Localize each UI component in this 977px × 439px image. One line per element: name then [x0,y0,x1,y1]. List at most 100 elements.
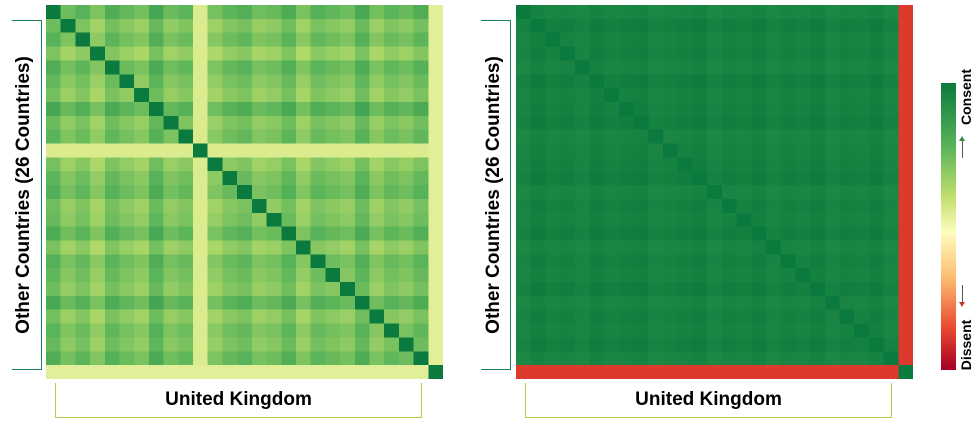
heatmap-cell [648,46,664,62]
heatmap-cell [560,240,576,255]
heatmap-cell [413,254,429,269]
heatmap-cell [707,60,723,75]
heatmap-cell [104,365,121,379]
heatmap-cell [604,157,620,172]
heatmap-cell [207,323,224,339]
heatmap-cell [663,74,679,89]
heatmap-cell [134,309,150,325]
heatmap-cell [354,185,371,200]
heatmap-cell [148,309,165,325]
heatmap-cell [354,157,371,172]
heatmap-cell [207,129,224,145]
heatmap-cell [883,115,899,131]
heatmap-cell [765,268,782,283]
heatmap-cell [178,143,194,158]
heatmap-cell [354,337,371,352]
heatmap-cell [398,157,415,172]
heatmap-cell [266,226,282,242]
heatmap-cell [780,171,796,186]
heatmap-cell [707,32,723,48]
heatmap-cell [398,240,415,255]
heatmap-cell [839,323,855,339]
heatmap-cell [736,268,752,283]
heatmap-cell [104,198,121,214]
heatmap-cell [369,212,385,228]
heatmap-cell [413,5,429,20]
heatmap-cell [340,365,356,379]
heatmap-cell [618,212,635,228]
heatmap-cell [707,46,723,62]
heatmap-cell [898,74,913,89]
heatmap-cell [178,115,194,131]
heatmap-cell [237,129,253,145]
heatmap-cell [398,101,415,117]
heatmap-cell [898,88,913,103]
heatmap-cell [751,143,767,158]
heatmap-cell [589,171,605,186]
heatmap-cell [75,240,91,255]
heatmap-cell [780,198,796,214]
heatmap-cell [795,268,811,283]
heatmap-cell [46,157,62,172]
heatmap-cell [178,185,194,200]
heatmap-cell [207,101,224,117]
heatmap-cell [340,254,356,269]
heatmap-cell [530,88,546,103]
heatmap-cell [90,46,106,62]
heatmap-cell [824,88,841,103]
heatmap-cell [119,282,135,297]
heatmap-cell [560,46,576,62]
heatmap-cell [193,309,209,325]
heatmap-cell [75,5,91,20]
heatmap-cell [618,74,635,89]
heatmap-cell [883,282,899,297]
heatmap-cell [193,143,209,158]
heatmap-cell [765,5,782,20]
heatmap-cell [340,337,356,352]
heatmap-cell [90,309,106,325]
heatmap-cell [251,282,268,297]
heatmap-cell [721,254,738,269]
heatmap-cell [604,185,620,200]
heatmap-cell [780,268,796,283]
heatmap-cell [354,18,371,34]
heatmap-cell [824,46,841,62]
heatmap-cell [633,171,649,186]
heatmap-cell [795,46,811,62]
heatmap-cell [633,18,649,34]
heatmap-cell [530,226,546,242]
heatmap-cell [340,171,356,186]
heatmap-cell [310,337,326,352]
heatmap-cell [134,101,150,117]
heatmap-cell [795,351,811,366]
heatmap-cell [266,5,282,20]
heatmap-cell [340,5,356,20]
heatmap-cell [633,101,649,117]
heatmap-cell [310,74,326,89]
heatmap-cell [281,365,297,379]
heatmap-cell [340,60,356,75]
heatmap-cell [824,365,841,379]
heatmap-cell [868,101,885,117]
heatmap-cell [736,226,752,242]
heatmap-cell [428,240,443,255]
heatmap-cell [340,282,356,297]
heatmap-cell [868,295,885,311]
heatmap-cell [560,115,576,131]
heatmap-cell [663,129,679,145]
heatmap-cell [677,5,694,20]
heatmap-cell [692,115,708,131]
heatmap-cell [325,32,341,48]
heatmap-cell [780,351,796,366]
heatmap-cell [340,309,356,325]
heatmap-cell [589,351,605,366]
heatmap-cell [618,5,635,20]
heatmap-cell [736,171,752,186]
heatmap-cell [119,129,135,145]
heatmap-cell [824,323,841,339]
heatmap-cell [237,74,253,89]
heatmap-cell [736,198,752,214]
heatmap-cell [193,365,209,379]
heatmap-cell [883,268,899,283]
heatmap-cell [207,5,224,20]
